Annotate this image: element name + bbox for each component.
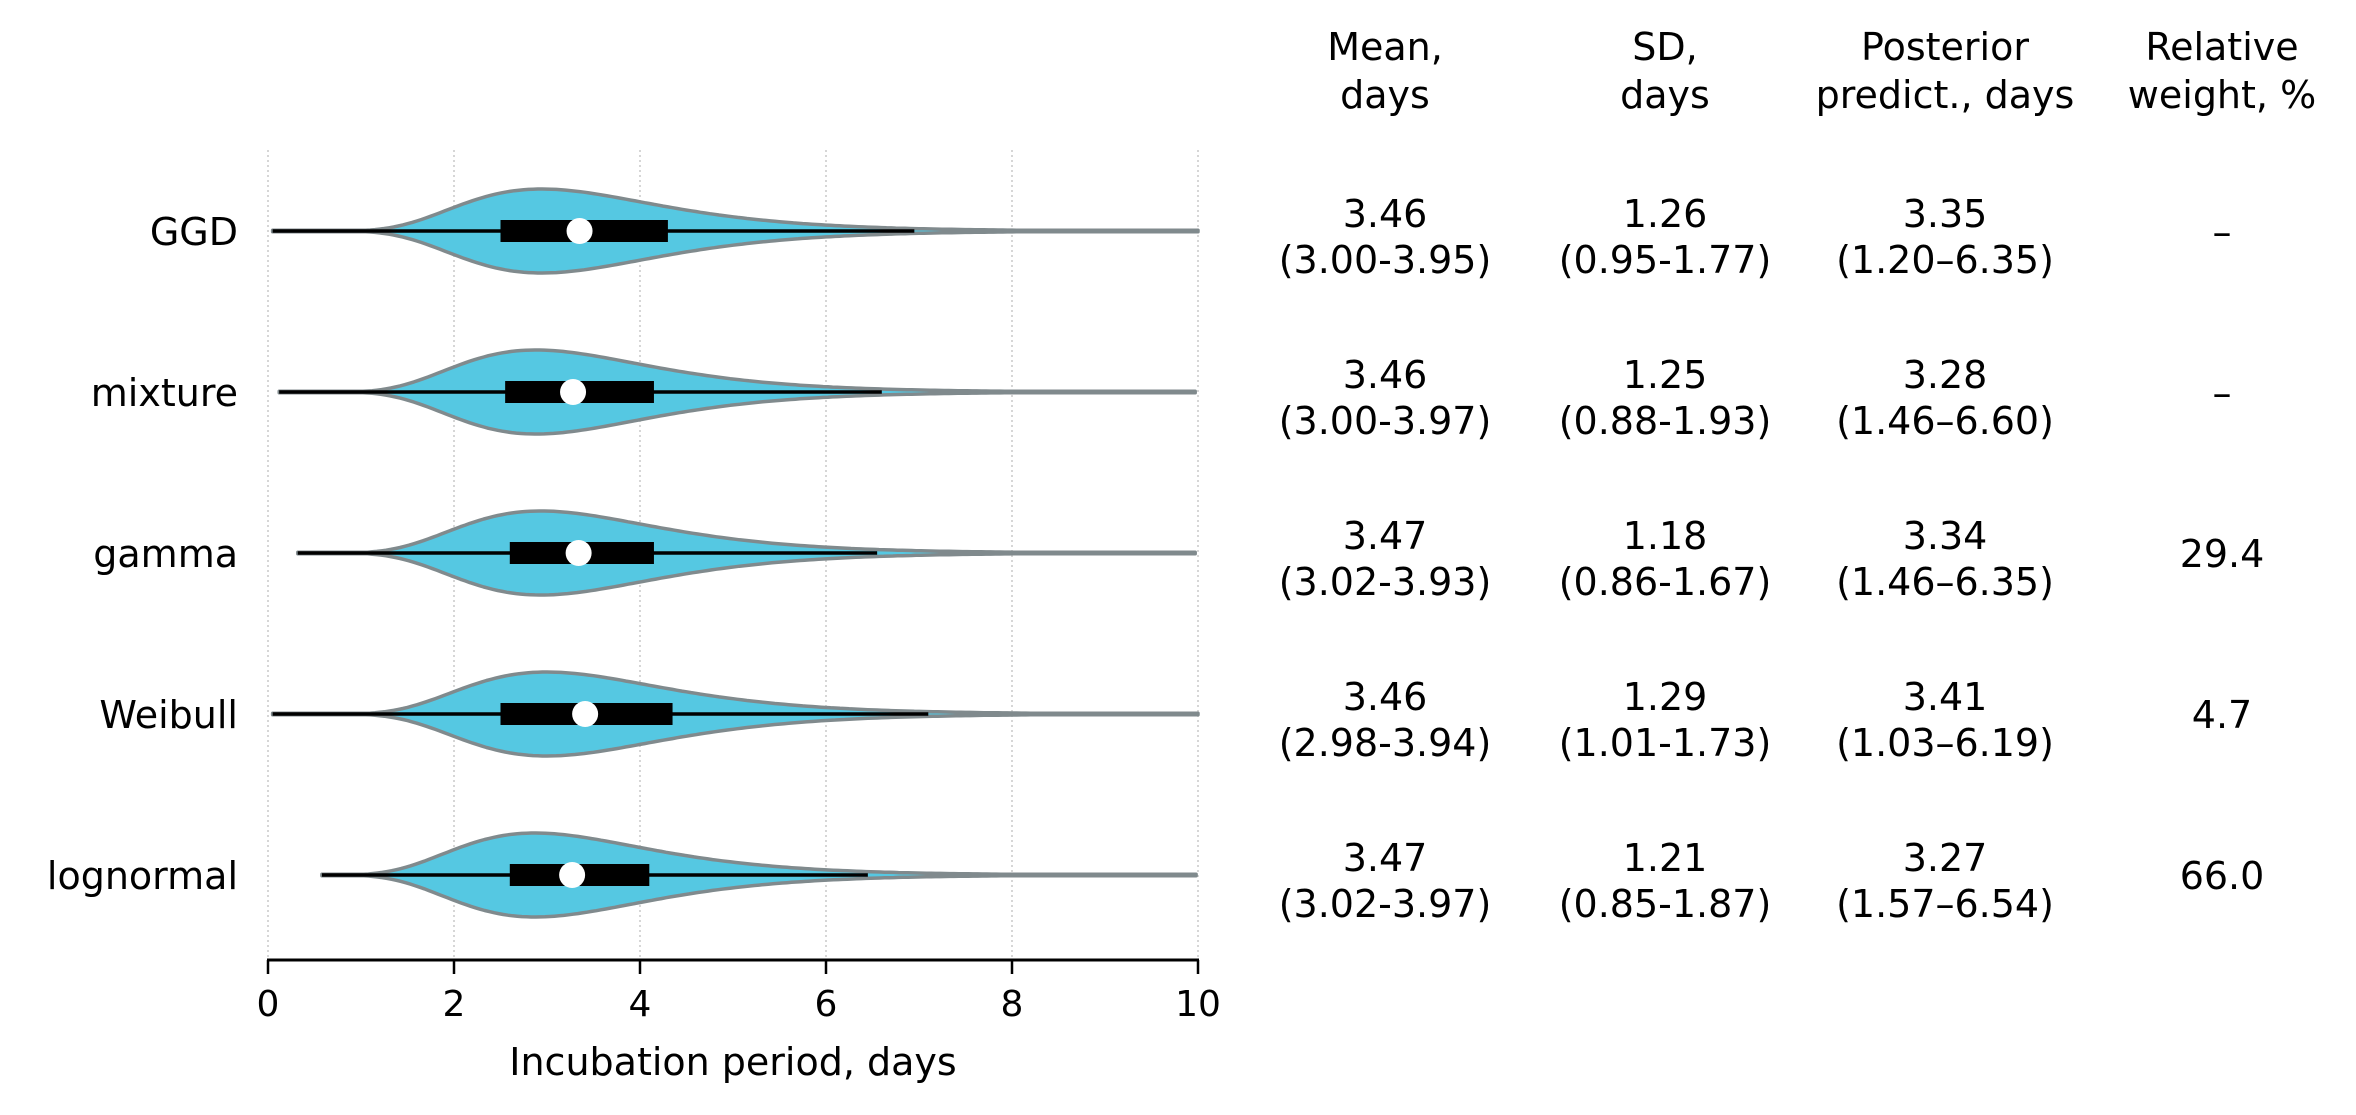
median-dot (565, 540, 592, 566)
median-dot (559, 862, 586, 888)
mean-ci: (2.98-3.94) (1279, 721, 1492, 765)
mean-value: 3.47 (1343, 836, 1428, 880)
violin-mixture (277, 348, 1197, 436)
sd-ci: (0.88-1.93) (1559, 399, 1772, 443)
median-dot (572, 701, 599, 727)
model-label: mixture (91, 371, 238, 415)
predict-value: 3.41 (1903, 675, 1988, 719)
predict-ci: (1.46–6.60) (1836, 399, 2054, 443)
sd-ci: (0.86-1.67) (1559, 560, 1772, 604)
violin-ggd (270, 187, 1200, 275)
sd-value: 1.21 (1623, 836, 1708, 880)
violin-lognormal (320, 831, 1198, 919)
model-label: gamma (93, 532, 238, 576)
table-header-line2: days (1620, 73, 1710, 117)
violin-weibull (270, 670, 1200, 758)
predict-ci: (1.57–6.54) (1836, 882, 2054, 926)
sd-value: 1.29 (1623, 675, 1708, 719)
table-header-line2: days (1340, 73, 1430, 117)
y-axis-labels: GGD mixture gamma Weibull lognormal (47, 210, 238, 898)
predict-ci: (1.46–6.35) (1836, 560, 2054, 604)
x-tick-label: 10 (1175, 984, 1221, 1025)
model-label: Weibull (99, 693, 238, 737)
relative-weight: 4.7 (2192, 693, 2252, 737)
table-header-line1: Mean, (1327, 25, 1443, 69)
relative-weight: 29.4 (2180, 532, 2265, 576)
mean-ci: (3.02-3.97) (1279, 882, 1492, 926)
x-tick-label: 8 (1001, 984, 1024, 1025)
x-axis-title: Incubation period, days (509, 1040, 956, 1084)
predict-value: 3.34 (1903, 514, 1988, 558)
mean-value: 3.47 (1343, 514, 1428, 558)
mean-value: 3.46 (1343, 192, 1428, 236)
table-header-line1: Relative (2145, 25, 2298, 69)
sd-ci: (0.95-1.77) (1559, 238, 1772, 282)
sd-value: 1.18 (1623, 514, 1708, 558)
mean-value: 3.46 (1343, 675, 1428, 719)
sd-value: 1.26 (1623, 192, 1708, 236)
sd-value: 1.25 (1623, 353, 1708, 397)
x-tick-label: 0 (257, 984, 280, 1025)
model-label: lognormal (47, 854, 238, 898)
relative-weight: – (2213, 371, 2232, 415)
relative-weight: – (2213, 210, 2232, 254)
violin-gamma (296, 509, 1197, 597)
table-header-line1: Posterior (1861, 25, 2029, 69)
x-tick-label: 2 (443, 984, 466, 1025)
model-label: GGD (150, 210, 238, 254)
x-axis: 0 2 4 6 8 10 Incubation period, days (257, 958, 1221, 1084)
table-header-line2: predict., days (1816, 73, 2075, 117)
mean-value: 3.46 (1343, 353, 1428, 397)
table-header-line2: weight, % (2128, 73, 2316, 117)
predict-ci: (1.20–6.35) (1836, 238, 2054, 282)
predict-value: 3.28 (1903, 353, 1988, 397)
predict-ci: (1.03–6.19) (1836, 721, 2054, 765)
predict-value: 3.27 (1903, 836, 1988, 880)
mean-ci: (3.00-3.95) (1279, 238, 1492, 282)
median-dot (566, 218, 593, 244)
x-tick-label: 4 (629, 984, 652, 1025)
predict-value: 3.35 (1903, 192, 1988, 236)
x-tick-label: 6 (815, 984, 838, 1025)
violin-layer (270, 187, 1200, 919)
mean-ci: (3.00-3.97) (1279, 399, 1492, 443)
sd-ci: (1.01-1.73) (1559, 721, 1772, 765)
mean-ci: (3.02-3.93) (1279, 560, 1492, 604)
sd-ci: (0.85-1.87) (1559, 882, 1772, 926)
median-dot (560, 379, 587, 405)
relative-weight: 66.0 (2180, 854, 2265, 898)
table-header-line1: SD, (1632, 25, 1697, 69)
